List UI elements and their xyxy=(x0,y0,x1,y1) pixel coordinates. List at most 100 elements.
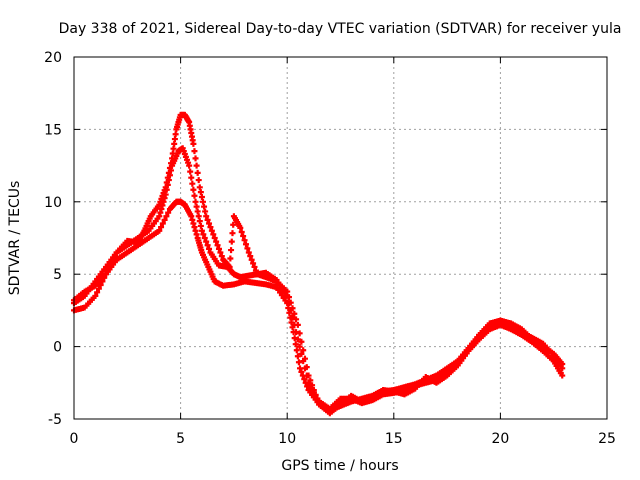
data-point xyxy=(248,256,255,263)
data-point xyxy=(252,267,259,274)
data-point xyxy=(303,364,310,371)
data-point xyxy=(191,148,198,155)
data-point xyxy=(190,186,197,193)
data-point xyxy=(204,216,211,223)
data-point xyxy=(292,341,299,348)
y-tick-label: 20 xyxy=(44,50,62,66)
x-axis-label: GPS time / hours xyxy=(281,458,398,474)
data-point xyxy=(298,338,305,345)
data-point xyxy=(201,235,208,241)
data-point xyxy=(298,368,305,375)
data-point xyxy=(296,330,303,337)
data-point xyxy=(208,227,215,234)
data-point xyxy=(161,216,168,223)
data-point xyxy=(294,336,301,343)
data-point xyxy=(211,235,218,241)
data-point xyxy=(228,238,235,245)
data-point xyxy=(186,162,193,169)
data-point xyxy=(293,316,300,323)
x-tick-label: 20 xyxy=(491,431,509,447)
data-point xyxy=(156,227,163,234)
data-point xyxy=(195,177,202,184)
grid xyxy=(74,57,607,419)
y-tick-label: 10 xyxy=(44,195,62,211)
x-tick-label: 10 xyxy=(278,431,296,447)
data-point xyxy=(285,294,292,301)
data-point xyxy=(559,372,566,379)
data-point xyxy=(111,253,118,260)
x-tick-label: 5 xyxy=(176,431,185,447)
data-point xyxy=(294,353,301,360)
data-point xyxy=(189,180,196,187)
data-point xyxy=(247,253,254,260)
data-point xyxy=(559,360,566,367)
data-point xyxy=(188,174,195,181)
data-point xyxy=(287,299,294,306)
data-point xyxy=(294,321,301,328)
data-point xyxy=(191,192,198,199)
data-point xyxy=(227,255,234,262)
data-point xyxy=(204,242,211,249)
data-point xyxy=(312,391,319,398)
data-point xyxy=(228,247,235,254)
chart-title: Day 338 of 2021, Sidereal Day-to-day VTE… xyxy=(59,21,622,37)
data-point xyxy=(240,233,247,240)
data-point xyxy=(198,227,205,234)
series-track-2 xyxy=(71,145,566,412)
data-point xyxy=(158,224,165,231)
data-point xyxy=(192,155,199,162)
data-point xyxy=(226,263,233,270)
y-tick-label: -5 xyxy=(48,412,62,428)
data-point xyxy=(104,267,111,274)
data-point xyxy=(244,245,251,252)
data-point xyxy=(301,376,308,383)
y-axis-label: SDTVAR / TECUs xyxy=(7,181,23,296)
data-point xyxy=(95,285,102,292)
plot-frame xyxy=(73,56,608,420)
data-point xyxy=(245,249,252,256)
data-point xyxy=(289,305,296,312)
data-point xyxy=(203,213,210,220)
x-tick-label: 0 xyxy=(70,431,79,447)
y-tick-label: 5 xyxy=(53,267,62,283)
data-point xyxy=(203,238,210,245)
data-point xyxy=(301,355,308,362)
x-tick-label: 25 xyxy=(598,431,616,447)
data-point xyxy=(298,350,305,357)
data-point xyxy=(194,169,201,176)
data-point xyxy=(229,230,236,237)
data-point xyxy=(190,140,197,147)
data-point xyxy=(110,256,117,263)
data-point xyxy=(314,396,321,403)
data-point xyxy=(206,245,213,252)
data-point xyxy=(210,231,217,238)
data-point xyxy=(309,382,316,389)
data-point xyxy=(106,263,113,270)
data-point xyxy=(200,231,207,238)
data-point xyxy=(307,377,314,384)
data-point xyxy=(213,238,220,245)
data-point xyxy=(295,359,302,366)
x-tick-label: 15 xyxy=(385,431,403,447)
data-point xyxy=(217,249,224,256)
data-point xyxy=(163,213,170,220)
data-point xyxy=(94,289,101,296)
data-point xyxy=(97,282,104,289)
data-point xyxy=(296,343,303,350)
data-point xyxy=(284,288,291,295)
y-tick-label: 0 xyxy=(53,340,62,356)
data-point xyxy=(293,329,300,336)
data-point xyxy=(291,310,298,317)
series-track-3 xyxy=(71,111,566,417)
data-point xyxy=(293,347,300,354)
data-point xyxy=(305,372,312,379)
data-point xyxy=(165,209,172,216)
data-point xyxy=(289,314,296,321)
y-tick-label: 15 xyxy=(44,122,62,138)
data-point xyxy=(102,271,109,278)
data-point xyxy=(250,260,257,267)
data-point xyxy=(159,220,166,227)
data-point xyxy=(215,245,222,252)
data-point xyxy=(193,162,200,169)
